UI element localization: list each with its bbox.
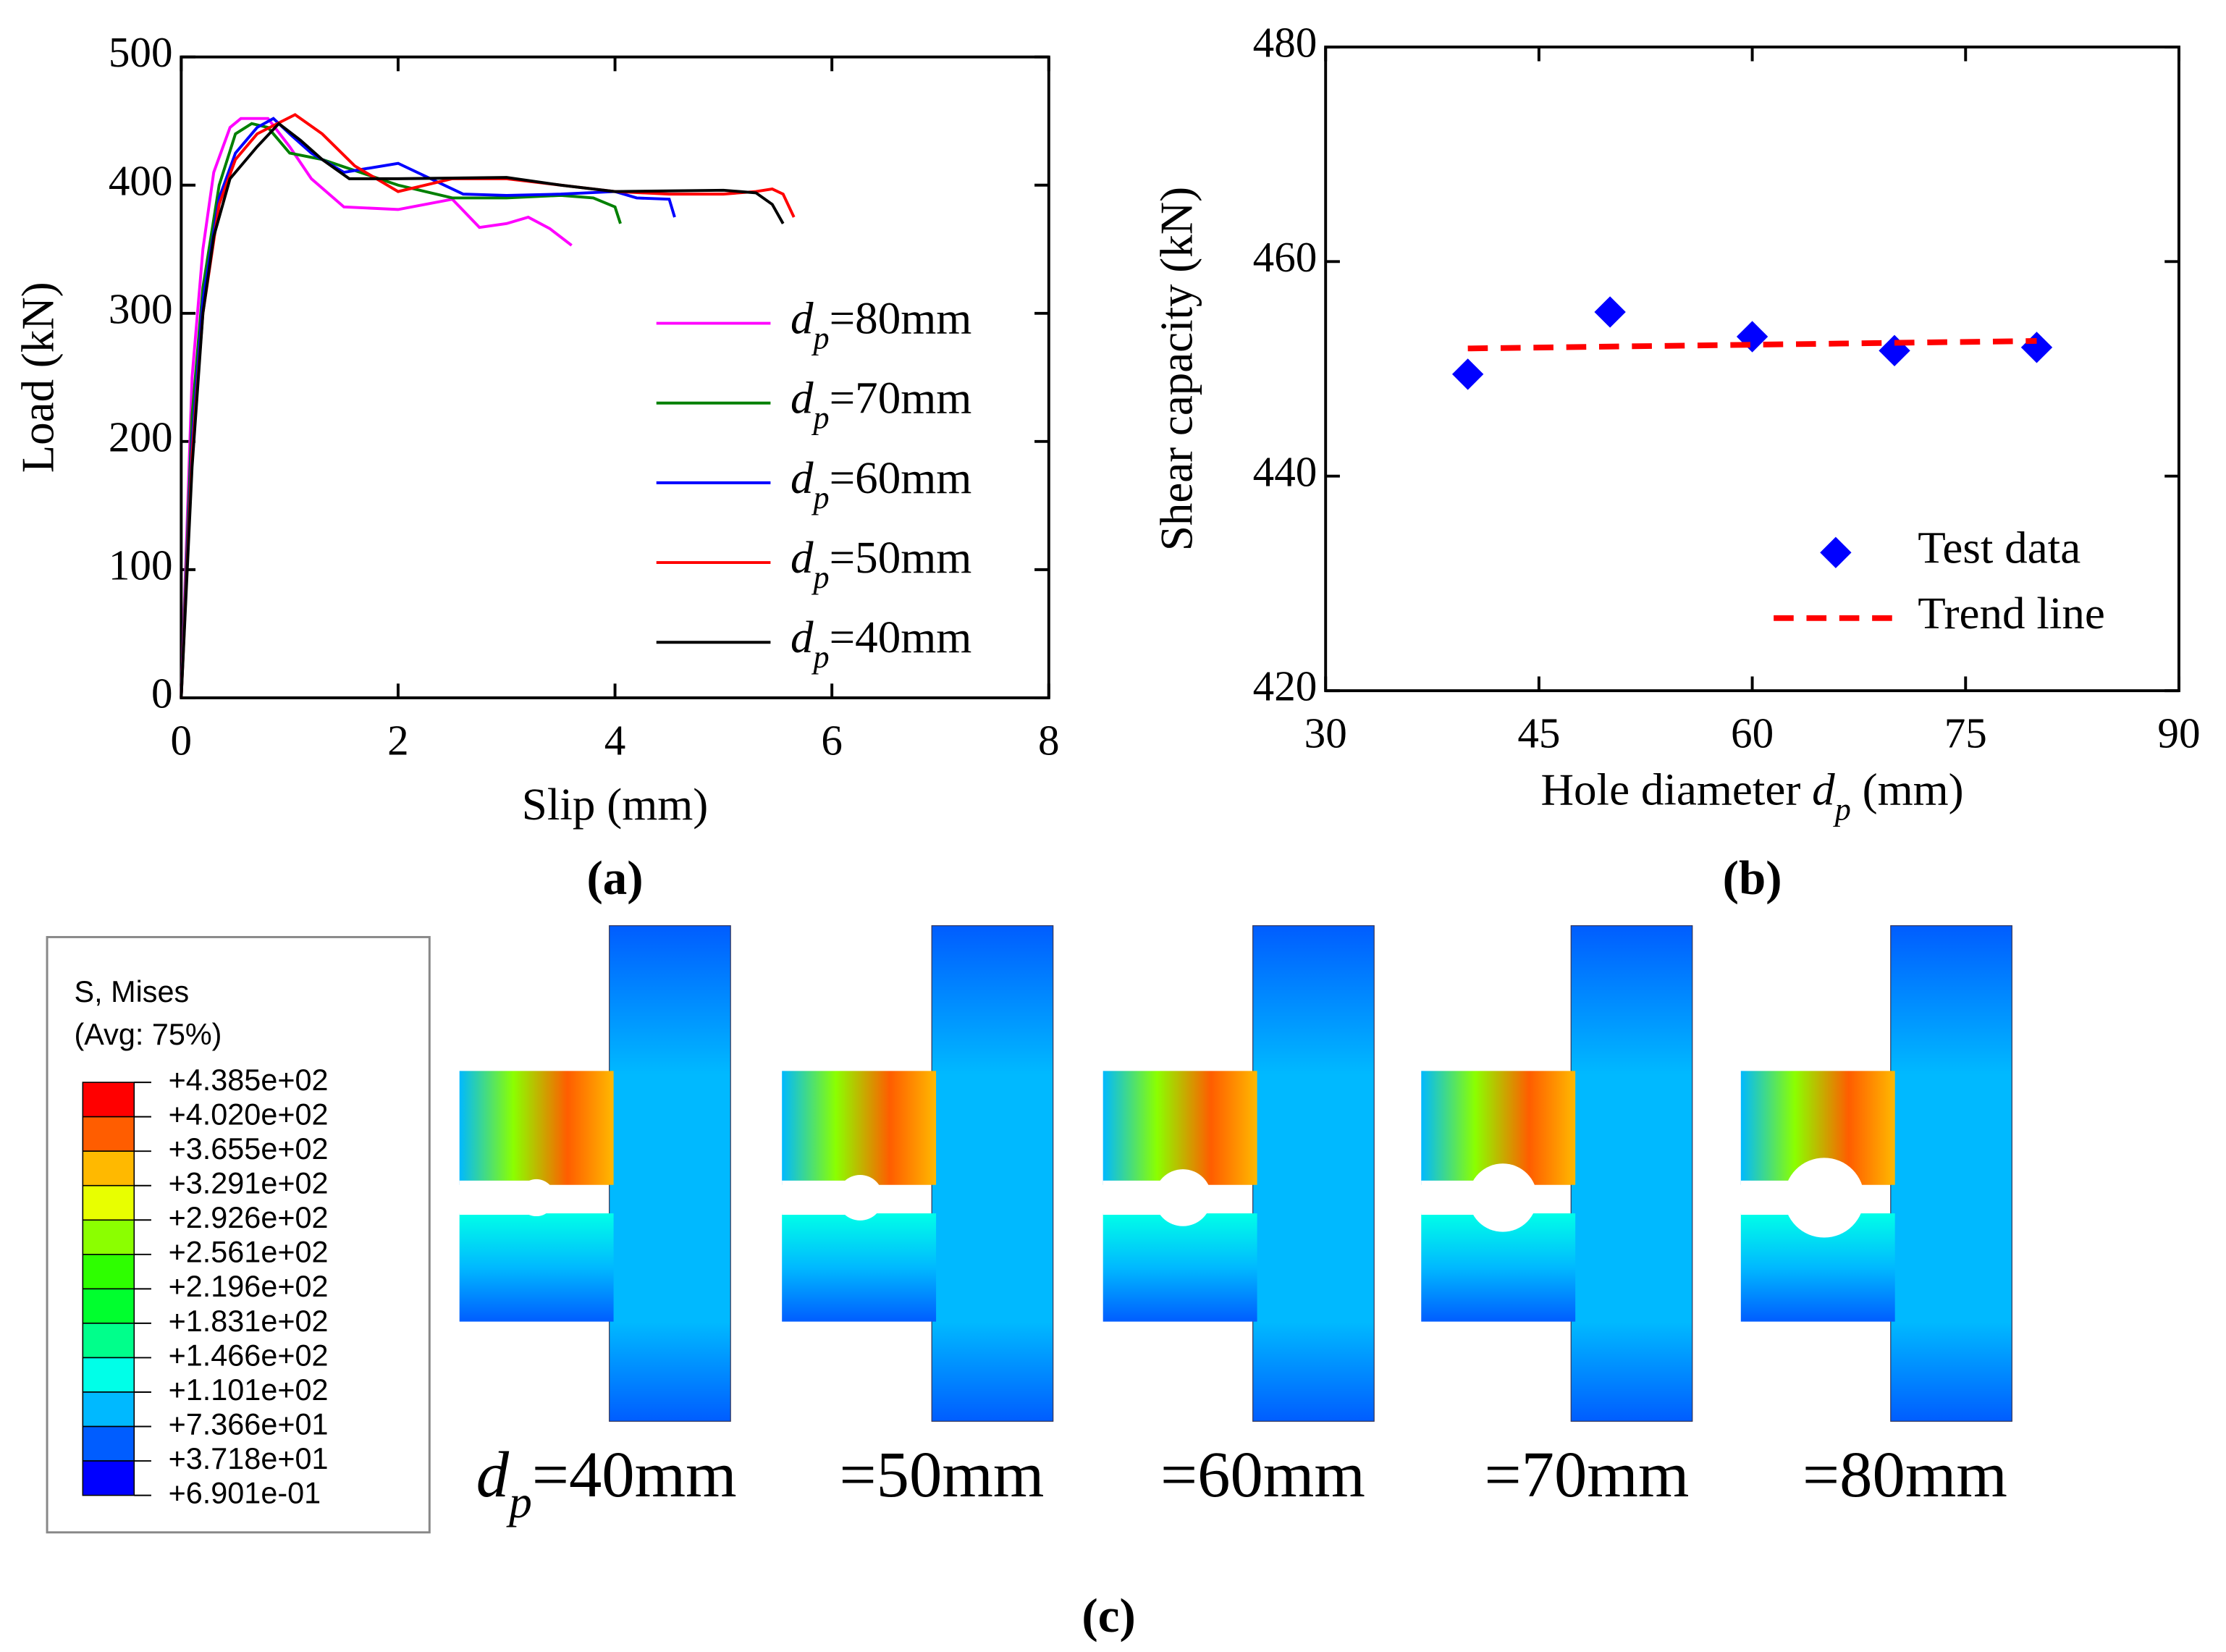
fe-caption: =50mm [840,1438,1045,1511]
legend-label: Test data [1918,523,2080,573]
steel-plate [609,925,731,1422]
y-tick-label: 0 [151,670,173,717]
scale-label: +3.291e+02 [169,1167,329,1200]
fe-caption: dp=40mm [476,1438,737,1527]
hole [1784,1158,1865,1238]
series-line [180,122,622,699]
hole [1468,1163,1538,1232]
scale-label: +2.926e+02 [169,1201,329,1234]
perfobond-rib-lower [782,1213,937,1322]
x-tick-label: 6 [821,716,843,764]
y-tick-label: 440 [1253,447,1318,495]
fe-caption: =80mm [1803,1438,2007,1511]
data-point [2020,332,2053,363]
series-line [1467,338,2037,352]
scale-label: +6.901e-01 [169,1477,321,1510]
scale-swatch [82,1184,135,1221]
steel-plate [1570,925,1693,1422]
y-tick-label: 400 [109,156,173,204]
fe-caption: =60mm [1160,1438,1365,1511]
y-tick-label: 460 [1253,233,1318,281]
legend-label: dp=40mm [791,612,971,675]
scale-swatch [82,1219,135,1255]
panel-label: (c) [1082,1589,1135,1643]
scale-swatch [82,1254,135,1290]
scale-swatch [82,1425,135,1462]
scale-label: +1.466e+02 [169,1339,329,1372]
x-tick-label: 90 [2157,709,2200,757]
perfobond-rib-upper [782,1071,937,1185]
steel-plate [1252,925,1375,1422]
perfobond-rib-lower [1103,1213,1257,1322]
legend-label: Trend line [1918,588,2105,639]
series-line [180,117,573,699]
data-point [1879,334,1910,366]
panel-label: (a) [586,851,643,905]
legend-label: dp=50mm [791,533,971,595]
legend-label: dp=60mm [791,452,971,515]
y-tick-label: 200 [109,413,173,460]
scale-label: +4.385e+02 [169,1063,329,1097]
series-line [180,122,785,699]
scale-label: +1.831e+02 [169,1305,329,1338]
y-tick-label: 500 [109,28,173,76]
hole [1154,1169,1212,1226]
y-axis-label: Shear capacity (kN) [1152,187,1202,551]
fe-results: dp=40mm =50mm =60mm =70mm =80mm [459,925,2012,1527]
scale-swatch [82,1150,135,1187]
x-tick-label: 45 [1517,709,1560,757]
x-tick-label: 0 [171,716,193,764]
scale-label: +2.561e+02 [169,1236,329,1269]
scale-label: +4.020e+02 [169,1098,329,1131]
contour-legend-subtitle: (Avg: 75%) [74,1018,222,1051]
scale-label: +3.718e+01 [169,1442,329,1475]
y-tick-label: 480 [1253,19,1318,67]
scale-swatch [82,1460,135,1496]
x-tick-label: 60 [1731,709,1774,757]
scale-swatch [82,1288,135,1324]
contour-legend-title: S, Mises [74,975,189,1008]
series-line [180,113,796,699]
series-line [180,117,676,699]
scale-swatch [82,1082,135,1118]
hole [518,1179,555,1217]
scale-label: +2.196e+02 [169,1270,329,1303]
data-point [1451,358,1484,390]
scale-swatch [82,1357,135,1393]
perfobond-rib-upper [459,1071,614,1185]
hole [837,1174,883,1221]
x-tick-label: 2 [387,716,409,764]
y-axis-label: Load (kN) [13,282,64,473]
y-tick-label: 300 [109,285,173,332]
scale-label: +3.655e+02 [169,1132,329,1166]
x-axis-label: Hole diameter dp (mm) [1540,764,1963,827]
panel-label: (b) [1723,851,1782,905]
x-axis-label: Slip (mm) [522,779,709,830]
y-tick-label: 420 [1253,662,1318,710]
perfobond-rib-upper [1103,1071,1257,1185]
y-tick-label: 100 [109,541,173,589]
perfobond-rib-lower [459,1213,614,1322]
legend-marker [1820,536,1852,568]
fe-caption: =70mm [1484,1438,1689,1511]
steel-plate [1890,925,2012,1422]
legend-label: dp=70mm [791,373,971,435]
scale-swatch [82,1323,135,1359]
x-tick-label: 30 [1304,709,1347,757]
scale-swatch [82,1391,135,1428]
steel-plate [931,925,1054,1422]
scale-label: +7.366e+01 [169,1407,329,1441]
x-tick-label: 4 [604,716,626,764]
scale-swatch [82,1116,135,1152]
data-point [1594,296,1626,328]
scale-label: +1.101e+02 [169,1373,329,1407]
x-tick-label: 8 [1038,716,1060,764]
legend-label: dp=80mm [791,293,971,355]
x-tick-label: 75 [1944,709,1987,757]
